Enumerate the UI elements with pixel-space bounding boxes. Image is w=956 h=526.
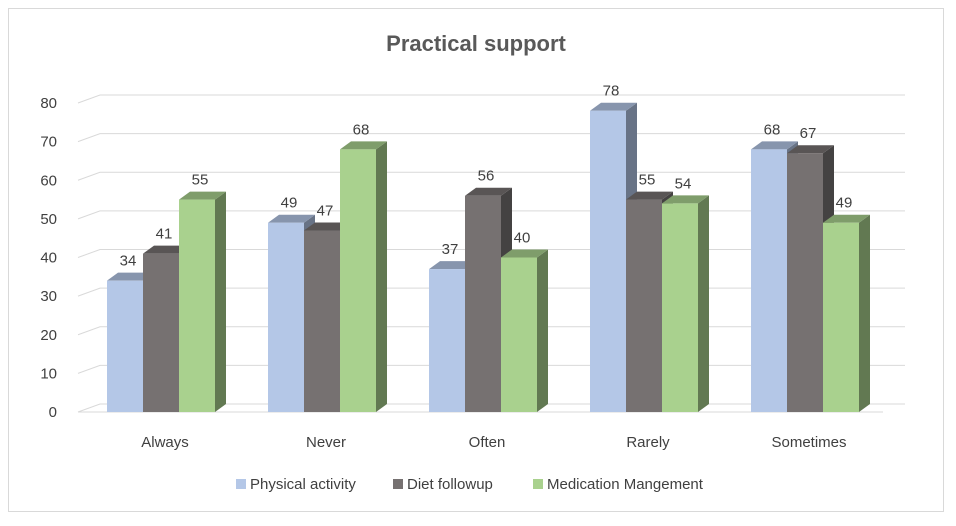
data-label: 49 [281, 195, 298, 212]
x-category-label: Never [306, 434, 346, 451]
data-label: 55 [192, 172, 209, 189]
bar-top [304, 222, 351, 231]
bar-front [340, 149, 376, 412]
bar-front [465, 195, 501, 412]
data-label: 56 [478, 168, 495, 185]
x-category-label: Sometimes [771, 434, 846, 451]
bar-top [751, 141, 798, 150]
bar [662, 195, 709, 412]
bar-front [304, 230, 340, 412]
chart-title: Practical support [386, 31, 566, 56]
bar [501, 249, 548, 412]
bar-top [823, 214, 870, 223]
bar-side [215, 191, 226, 412]
bar-top [268, 214, 315, 223]
bar-top [429, 261, 476, 270]
legend-label: Physical activity [250, 476, 356, 493]
legend-swatch [236, 479, 246, 489]
y-tick-label: 40 [40, 250, 57, 267]
x-category-label: Rarely [626, 434, 670, 451]
bar [179, 191, 226, 412]
x-axis-categories: Always Never Often Rarely Sometimes [141, 434, 846, 451]
data-label: 68 [764, 121, 781, 138]
data-label: 49 [836, 195, 853, 212]
legend-item: Physical activity [236, 476, 356, 493]
bar-front [429, 269, 465, 412]
bar-front [626, 199, 662, 412]
bar-front [501, 257, 537, 412]
bar-top [143, 245, 190, 254]
data-label: 55 [639, 172, 656, 189]
bar-top [787, 145, 834, 154]
data-label: 34 [120, 253, 137, 270]
y-axis-ticks: 0 10 20 30 40 50 60 70 80 [40, 95, 57, 421]
bar-front [751, 149, 787, 412]
legend-label: Diet followup [407, 476, 493, 493]
bar-front [787, 153, 823, 412]
bar [340, 141, 387, 412]
bar-top [107, 272, 154, 281]
legend-swatch [533, 479, 543, 489]
data-label: 78 [603, 83, 620, 100]
bar-front [662, 203, 698, 412]
legend-item: Diet followup [393, 476, 493, 493]
bar-front [107, 280, 143, 412]
data-label: 41 [156, 226, 173, 243]
bar-top [179, 191, 226, 200]
bar-side [537, 249, 548, 412]
bar [823, 214, 870, 412]
bar-front [143, 253, 179, 412]
bar-front [179, 199, 215, 412]
x-category-label: Always [141, 434, 189, 451]
y-tick-label: 50 [40, 211, 57, 228]
bar-top [501, 249, 548, 258]
bar-side [859, 214, 870, 412]
bar-front [268, 222, 304, 412]
y-tick-label: 20 [40, 327, 57, 344]
y-tick-label: 30 [40, 288, 57, 305]
gridline [77, 94, 905, 104]
legend-swatch [393, 479, 403, 489]
y-tick-label: 0 [49, 404, 57, 421]
bar-top [465, 187, 512, 196]
bar-top [626, 191, 673, 200]
gridline [77, 133, 905, 143]
bars [107, 102, 870, 412]
data-label: 40 [514, 230, 531, 247]
bar-side [376, 141, 387, 412]
data-label: 67 [800, 125, 817, 142]
bar-top [340, 141, 387, 150]
bar-top [590, 102, 637, 111]
bar-top [662, 195, 709, 204]
x-category-label: Often [469, 434, 506, 451]
data-label: 68 [353, 121, 370, 138]
y-tick-label: 60 [40, 172, 57, 189]
legend-item: Medication Mangement [533, 476, 704, 493]
y-tick-label: 70 [40, 134, 57, 151]
bar-front [590, 110, 626, 412]
data-label: 54 [675, 175, 692, 192]
legend: Physical activity Diet followup Medication… [236, 476, 704, 493]
y-tick-label: 10 [40, 365, 57, 382]
y-tick-label: 80 [40, 95, 57, 112]
data-label: 47 [317, 202, 334, 219]
data-label: 37 [442, 241, 459, 258]
data-labels: 34 41 55 49 47 68 37 56 40 78 55 54 68 67 49 [120, 83, 853, 270]
legend-label: Medication Mangement [547, 476, 704, 493]
bar-front [823, 222, 859, 412]
bar-side [698, 195, 709, 412]
